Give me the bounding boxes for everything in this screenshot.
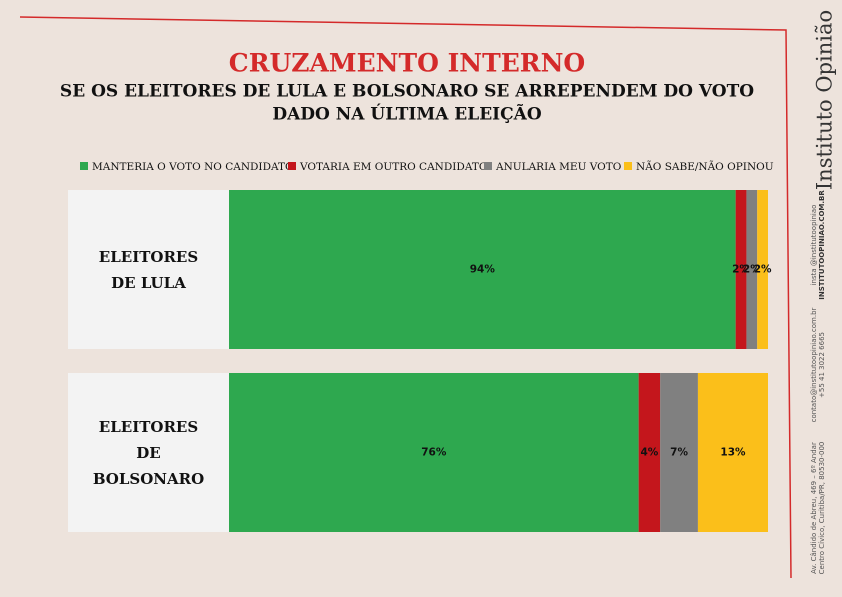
- brand-address: Av. Cândido de Abreu, 469 – 6º Andar: [810, 442, 818, 574]
- brand-social: insta @institutoopiniao: [810, 205, 818, 286]
- chart-subtitle: SE OS ELEITORES DE LULA E BOLSONARO SE A…: [60, 82, 754, 102]
- brand-contact: +55 41 3022 6665: [818, 332, 826, 398]
- legend-label: ANULARIA MEU VOTO: [495, 161, 622, 173]
- legend-swatch: [484, 162, 492, 170]
- brand-name: Instituto Opinião: [813, 10, 837, 190]
- bar-segment: [757, 190, 768, 349]
- value-label: 4%: [641, 447, 659, 459]
- value-label: 13%: [720, 447, 746, 459]
- value-label: 7%: [670, 447, 688, 459]
- bar-segment: [660, 373, 698, 532]
- category-label: ELEITORES DE BOLSONARO: [92, 417, 205, 488]
- legend-swatch: [624, 162, 632, 170]
- value-label: 2%: [754, 264, 772, 276]
- chart-title: CRUZAMENTO INTERNO: [229, 49, 585, 78]
- legend-label: VOTARIA EM OUTRO CANDIDATO: [299, 161, 488, 173]
- bar-segment: [697, 373, 768, 532]
- brand-address: Centro Cívico, Curitiba/PR, 80530-000: [818, 442, 826, 575]
- value-label: 2%: [732, 264, 750, 276]
- legend-label: NÃO SABE/NÃO OPINOU: [636, 159, 774, 173]
- bar-segment: [735, 190, 747, 349]
- value-label: 76%: [421, 447, 447, 459]
- value-label: 94%: [470, 264, 496, 276]
- chart-subtitle: DADO NA ÚLTIMA ELEIÇÃO: [272, 103, 542, 125]
- category-box: [68, 373, 229, 532]
- bar-segment: [638, 373, 661, 532]
- category-box: [68, 190, 229, 349]
- bar-segment: [229, 190, 736, 349]
- brand-contact: contato@institutoopiniao.com.br: [810, 307, 818, 422]
- category-label: ELEITORES DE LULA: [98, 247, 199, 292]
- bar-segment: [746, 190, 758, 349]
- bar-segment: [229, 373, 639, 532]
- brand-social: INSTITUTOOPINIAO.COM.BR: [818, 190, 826, 300]
- frame-line: [19, 16, 792, 579]
- legend-label: MANTERIA O VOTO NO CANDIDATO: [92, 161, 294, 173]
- value-label: 2%: [743, 264, 761, 276]
- legend-swatch: [288, 162, 296, 170]
- legend-swatch: [80, 162, 88, 170]
